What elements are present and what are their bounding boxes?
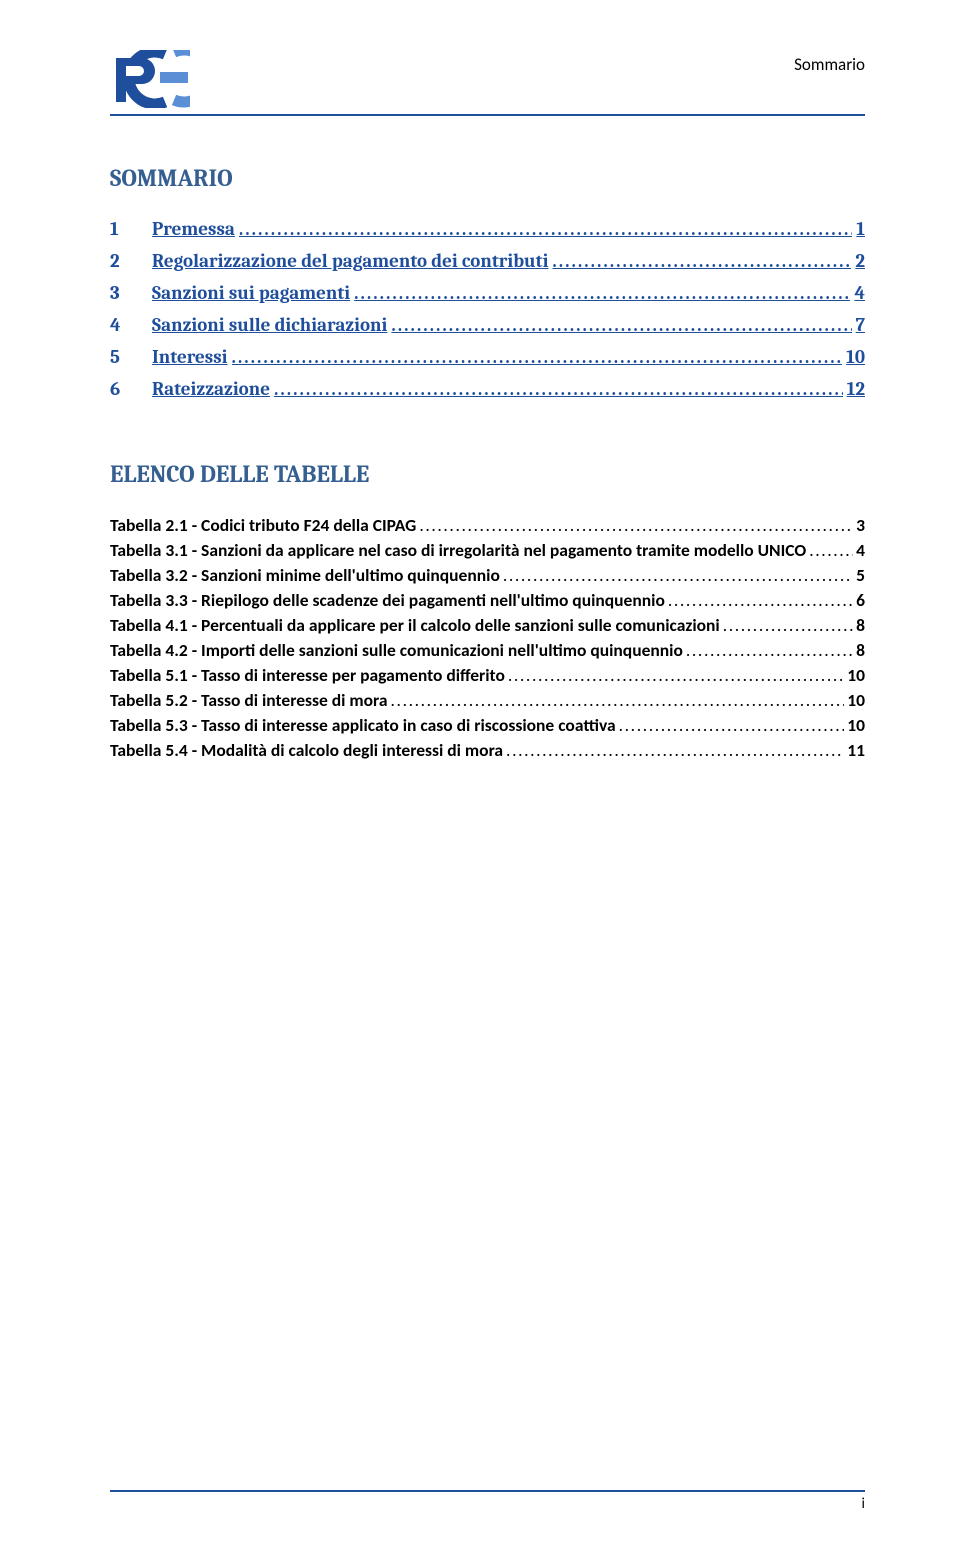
toc-table-row[interactable]: Tabella 3.1 - Sanzioni da applicare nel … bbox=[110, 539, 865, 561]
toc-table-row[interactable]: Tabella 5.4 - Modalità di calcolo degli … bbox=[110, 739, 865, 761]
logo bbox=[110, 50, 190, 108]
toc-table-page: 10 bbox=[847, 689, 865, 711]
toc-table-page: 3 bbox=[856, 514, 865, 536]
toc-table-title: Tabella 4.2 - Importi delle sanzioni sul… bbox=[110, 639, 683, 661]
toc-table-title: Tabella 3.2 - Sanzioni minime dell'ultim… bbox=[110, 564, 500, 586]
toc-main-row[interactable]: 2Regolarizzazione del pagamento dei cont… bbox=[110, 250, 865, 272]
toc-leader: ........................................… bbox=[809, 539, 853, 561]
toc-table-page: 10 bbox=[847, 664, 865, 686]
toc-table-row[interactable]: Tabella 2.1 - Codici tributo F24 della C… bbox=[110, 514, 865, 536]
toc-table-row[interactable]: Tabella 5.1 - Tasso di interesse per pag… bbox=[110, 664, 865, 686]
header-rule bbox=[110, 114, 865, 116]
toc-table-page: 8 bbox=[856, 639, 865, 661]
toc-page: 10 bbox=[846, 346, 865, 368]
toc-table-title: Tabella 5.3 - Tasso di interesse applica… bbox=[110, 714, 616, 736]
toc-table-page: 6 bbox=[856, 589, 865, 611]
toc-table-page: 5 bbox=[856, 564, 865, 586]
toc-table-row[interactable]: Tabella 5.2 - Tasso di interesse di mora… bbox=[110, 689, 865, 711]
toc-table-title: Tabella 4.1 - Percentuali da applicare p… bbox=[110, 614, 720, 636]
toc-number: 5 bbox=[110, 346, 152, 368]
toc-table-row[interactable]: Tabella 5.3 - Tasso di interesse applica… bbox=[110, 714, 865, 736]
toc-title: Interessi bbox=[152, 346, 228, 368]
toc-leader: ........................................… bbox=[506, 739, 844, 761]
toc-table-page: 11 bbox=[847, 739, 865, 761]
toc-title: Rateizzazione bbox=[152, 378, 270, 400]
toc-table-row[interactable]: Tabella 3.2 - Sanzioni minime dell'ultim… bbox=[110, 564, 865, 586]
toc-title: Sanzioni sulle dichiarazioni bbox=[152, 314, 387, 336]
toc-table-row[interactable]: Tabella 3.3 - Riepilogo delle scadenze d… bbox=[110, 589, 865, 611]
toc-leader: ........................................… bbox=[239, 218, 852, 240]
toc-table-row[interactable]: Tabella 4.1 - Percentuali da applicare p… bbox=[110, 614, 865, 636]
toc-leader: ........................................… bbox=[419, 514, 853, 536]
toc-main-row[interactable]: 5Interessi..............................… bbox=[110, 346, 865, 368]
toc-page: 2 bbox=[855, 250, 865, 272]
toc-leader: ........................................… bbox=[619, 714, 845, 736]
toc-leader: ........................................… bbox=[686, 639, 853, 661]
toc-leader: ........................................… bbox=[723, 614, 853, 636]
toc-number: 6 bbox=[110, 378, 152, 400]
toc-main-row[interactable]: 3Sanzioni sui pagamenti.................… bbox=[110, 282, 865, 304]
toc-title: Regolarizzazione del pagamento dei contr… bbox=[152, 250, 548, 272]
toc-main: 1Premessa...............................… bbox=[110, 218, 865, 400]
page-header: Sommario bbox=[110, 50, 865, 108]
toc-page: 12 bbox=[847, 378, 865, 400]
toc-main-row[interactable]: 6Rateizzazione..........................… bbox=[110, 378, 865, 400]
toc-title: Premessa bbox=[152, 218, 235, 240]
toc-table-title: Tabella 5.4 - Modalità di calcolo degli … bbox=[110, 739, 503, 761]
footer-page-number: i bbox=[110, 1495, 865, 1513]
toc-table-title: Tabella 5.2 - Tasso di interesse di mora bbox=[110, 689, 388, 711]
toc-leader: ........................................… bbox=[354, 282, 850, 304]
toc-table-title: Tabella 3.3 - Riepilogo delle scadenze d… bbox=[110, 589, 665, 611]
sommario-title: SOMMARIO bbox=[110, 164, 865, 192]
toc-leader: ........................................… bbox=[552, 250, 851, 272]
toc-leader: ........................................… bbox=[668, 589, 853, 611]
toc-leader: ........................................… bbox=[391, 689, 845, 711]
toc-page: 4 bbox=[854, 282, 865, 304]
toc-table-title: Tabella 5.1 - Tasso di interesse per pag… bbox=[110, 664, 505, 686]
toc-table-title: Tabella 2.1 - Codici tributo F24 della C… bbox=[110, 514, 416, 536]
page-footer: i bbox=[110, 1490, 865, 1513]
toc-leader: ........................................… bbox=[232, 346, 843, 368]
toc-page: 1 bbox=[856, 218, 865, 240]
toc-main-row[interactable]: 4Sanzioni sulle dichiarazioni...........… bbox=[110, 314, 865, 336]
footer-rule bbox=[110, 1490, 865, 1492]
toc-page: 7 bbox=[856, 314, 865, 336]
toc-number: 3 bbox=[110, 282, 152, 304]
toc-number: 1 bbox=[110, 218, 152, 240]
toc-table-page: 8 bbox=[856, 614, 865, 636]
toc-table-title: Tabella 3.1 - Sanzioni da applicare nel … bbox=[110, 539, 806, 561]
elenco-title: ELENCO DELLE TABELLE bbox=[110, 460, 865, 488]
toc-leader: ........................................… bbox=[508, 664, 844, 686]
toc-main-row[interactable]: 1Premessa...............................… bbox=[110, 218, 865, 240]
toc-tables: Tabella 2.1 - Codici tributo F24 della C… bbox=[110, 514, 865, 761]
toc-table-page: 4 bbox=[856, 539, 865, 561]
toc-table-page: 10 bbox=[847, 714, 865, 736]
toc-number: 2 bbox=[110, 250, 152, 272]
toc-title: Sanzioni sui pagamenti bbox=[152, 282, 350, 304]
toc-leader: ........................................… bbox=[391, 314, 851, 336]
toc-leader: ........................................… bbox=[503, 564, 853, 586]
toc-table-row[interactable]: Tabella 4.2 - Importi delle sanzioni sul… bbox=[110, 639, 865, 661]
toc-number: 4 bbox=[110, 314, 152, 336]
header-section-label: Sommario bbox=[794, 54, 865, 75]
toc-leader: ........................................… bbox=[274, 378, 843, 400]
